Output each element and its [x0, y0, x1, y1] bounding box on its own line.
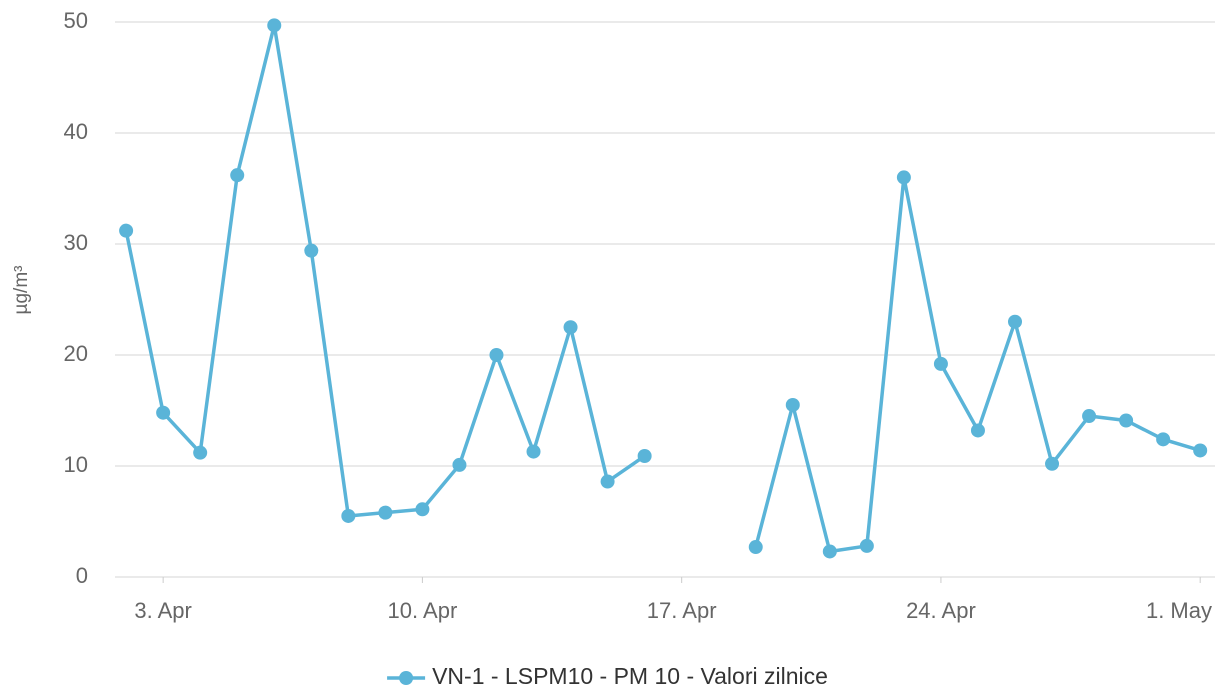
x-tick-label: 1. May	[1146, 598, 1212, 623]
x-tick-label: 10. Apr	[388, 598, 458, 623]
data-point	[230, 168, 245, 183]
data-point	[1008, 314, 1022, 329]
x-tick-label: 17. Apr	[647, 598, 717, 623]
data-point	[933, 356, 948, 371]
data-point	[748, 540, 763, 555]
x-tick-label: 24. Apr	[906, 598, 976, 623]
y-tick-label: 30	[64, 230, 88, 255]
data-point	[526, 444, 541, 459]
data-point	[1156, 432, 1171, 447]
data-point	[970, 423, 985, 438]
data-point	[1193, 443, 1208, 458]
data-point	[1119, 413, 1134, 428]
data-point	[822, 544, 837, 559]
y-axis-label: µg/m³	[11, 266, 32, 315]
legend-label: VN-1 - LSPM10 - PM 10 - Valori zilnice	[432, 663, 828, 689]
data-point	[156, 405, 171, 420]
data-point	[267, 18, 282, 33]
data-point	[378, 505, 393, 520]
data-point	[1045, 456, 1060, 471]
data-point	[785, 397, 800, 412]
data-point	[415, 502, 430, 517]
data-point	[489, 348, 504, 362]
data-point	[859, 538, 874, 553]
y-tick-label: 50	[64, 8, 88, 33]
x-tick-label: 3. Apr	[134, 598, 191, 623]
data-point	[637, 449, 652, 464]
y-tick-label: 0	[76, 563, 88, 588]
data-point	[193, 445, 208, 460]
legend: VN-1 - LSPM10 - PM 10 - Valori zilnice	[387, 663, 828, 689]
y-tick-label: 40	[64, 119, 88, 144]
y-tick-label: 10	[64, 452, 88, 477]
legend-marker	[399, 671, 414, 685]
data-point	[341, 508, 356, 523]
y-tick-label: 20	[64, 341, 88, 366]
data-point	[1082, 409, 1097, 424]
data-point	[896, 170, 911, 185]
data-point	[563, 320, 578, 335]
data-point	[119, 223, 134, 238]
data-point	[304, 243, 319, 258]
data-point	[600, 474, 615, 489]
series-line	[124, 23, 1201, 554]
data-point	[452, 457, 467, 472]
